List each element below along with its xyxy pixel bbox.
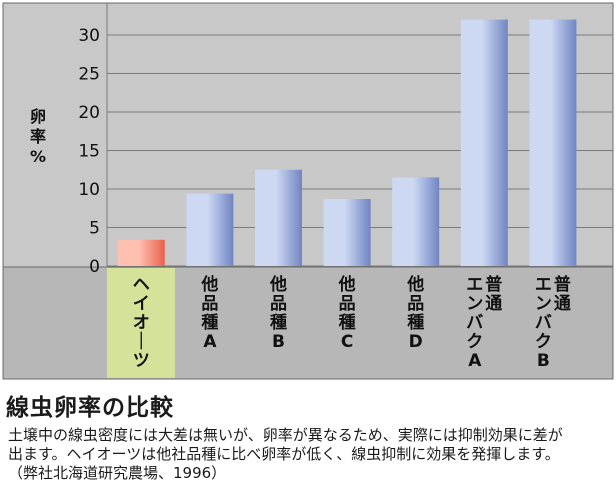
svg-text:他: 他 [406,274,424,295]
svg-text:種: 種 [407,312,424,333]
svg-text:普: 普 [554,274,571,295]
y-tick-label: 20 [78,103,100,123]
svg-text:品: 品 [270,294,287,314]
svg-text:バ: バ [535,313,552,333]
chart-description: 土壌中の線虫密度には大差は無いが、卵率が異なるため、実際には抑制効果に差が 出ま… [8,426,612,483]
bar-series [117,19,577,266]
bar-1 [117,239,165,266]
y-axis-label: 卵率% [30,107,46,166]
svg-text:B: B [272,332,285,352]
category-label-3: 他品種B他品種B [269,274,287,352]
bar-2 [186,193,234,266]
bar-3 [255,169,302,266]
y-tick-label: 15 [78,142,100,162]
highlight-label-cell [107,268,175,378]
bar-7 [529,19,577,266]
svg-text:D: D [409,332,423,352]
svg-text:通: 通 [485,294,502,314]
category-label-5: 他品種D他品種D [406,274,424,352]
svg-text:種: 種 [201,312,218,333]
category-label-6: 普通エンバクA普通エンバクA [466,274,502,371]
category-label-1: ヘイオ｜ツヘイオーツ [133,275,150,371]
category-label-2: 他品種A他品種A [200,274,218,352]
svg-text:種: 種 [270,312,287,333]
description-line-3: （弊社北海道研究農場、1996） [8,464,227,482]
svg-text:他: 他 [200,274,218,295]
y-tick-label: 30 [78,26,100,46]
svg-text:エ: エ [466,275,483,295]
category-label-7: 普通エンバクB普通エンバクB [535,274,571,371]
svg-text:品: 品 [339,294,356,314]
svg-text:ン: ン [535,294,552,314]
svg-text:｜: ｜ [133,331,150,352]
description-line-1: 土壌中の線虫密度には大差は無いが、卵率が異なるため、実際には抑制効果に差が [8,426,563,444]
svg-text:A: A [468,351,482,371]
svg-text:通: 通 [554,294,571,314]
svg-text:ン: ン [466,294,483,314]
x-axis-category-labels: ヘイオ｜ツヘイオーツ他品種A他品種A他品種B他品種B他品種C他品種C他品種D他品… [133,274,571,371]
y-tick-label: 25 [78,65,100,85]
chart-heading: 線虫卵率の比較 [6,395,174,421]
svg-text:普: 普 [485,274,502,295]
description-line-2: 出ます。ヘイオーツは他社品種に比べ卵率が低く、線虫抑制に効果を発揮します。 [8,445,560,463]
svg-text:バ: バ [466,313,483,333]
svg-text:オ: オ [133,313,150,333]
svg-text:エ: エ [535,275,552,295]
svg-text:他: 他 [269,274,287,295]
svg-text:他: 他 [338,274,356,295]
y-tick-label: 10 [78,180,100,200]
svg-text:A: A [203,332,217,352]
category-label-band [2,266,614,380]
svg-text:ツ: ツ [133,351,150,371]
bar-4 [323,199,371,266]
svg-text:C: C [341,332,353,352]
svg-text:ク: ク [535,332,552,352]
svg-text:イ: イ [133,294,150,314]
category-label-4: 他品種C他品種C [338,274,356,352]
y-axis-tick-labels: 0 5 10 15 20 25 30 [78,26,100,277]
svg-text:品: 品 [407,294,424,314]
svg-text:B: B [537,351,550,371]
bar-5 [392,177,440,266]
svg-text:ヘ: ヘ [133,275,150,295]
svg-text:ク: ク [466,332,483,352]
svg-text:品: 品 [201,294,218,314]
y-tick-label: 0 [89,257,100,277]
svg-text:種: 種 [339,312,356,333]
y-tick-label: 5 [89,219,100,239]
bar-6 [460,19,508,266]
plot-area [2,2,614,268]
